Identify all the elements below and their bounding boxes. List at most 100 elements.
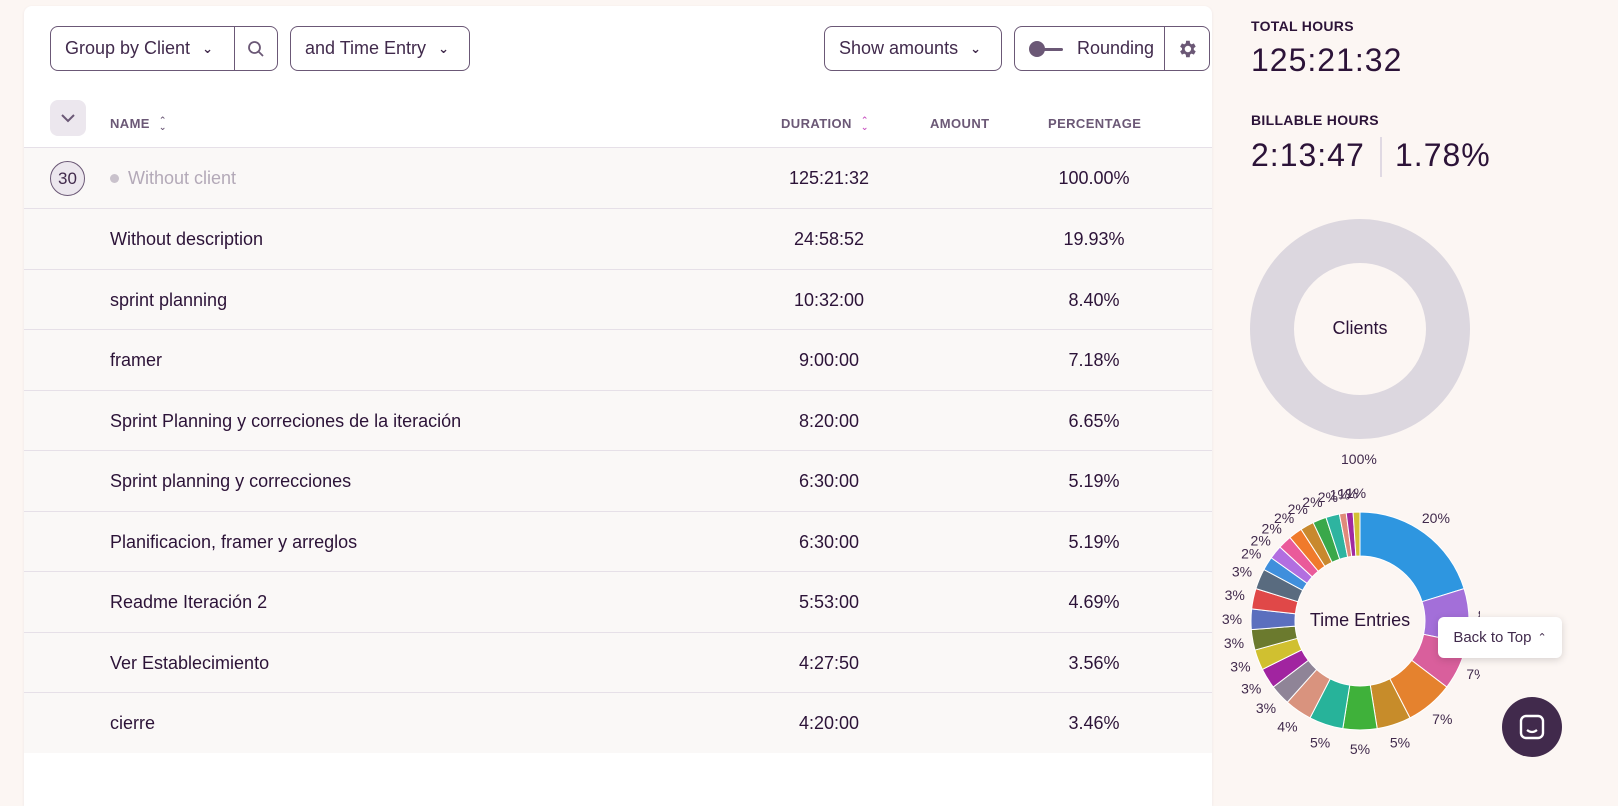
column-header-amount: AMOUNT	[930, 116, 989, 131]
column-header-name-label: NAME	[110, 116, 150, 131]
entry-name: Readme Iteración 2	[110, 592, 268, 612]
entry-percentage: 4.69%	[1068, 592, 1120, 612]
time-entries-slice-label: 3%	[1256, 700, 1276, 716]
time-entries-slice-label: 1%	[1346, 485, 1366, 501]
table-row[interactable]: cierre 4:20:00 3.46%	[24, 692, 1212, 753]
time-entries-slice-label: 8%	[1478, 607, 1480, 623]
clients-slice-label: 100%	[1341, 451, 1377, 467]
entry-name: Without description	[110, 229, 264, 249]
time-entries-donut-slice[interactable]	[1352, 511, 1361, 557]
client-percentage: 100.00%	[1058, 168, 1130, 188]
table-row[interactable]: Without description 24:58:52 19.93%	[24, 208, 1212, 269]
entry-percentage: 3.46%	[1068, 713, 1120, 733]
entry-duration: 4:20:00	[798, 713, 860, 733]
show-amounts-label: Show amounts	[839, 38, 959, 58]
table-row[interactable]: Sprint planning y correcciones 6:30:00 5.1…	[24, 450, 1212, 511]
sort-icon: ⌃ ⌄	[158, 114, 167, 132]
total-hours-value: 125:21:32	[1251, 42, 1403, 78]
entry-name: cierre	[110, 713, 156, 733]
time-entries-slice-label: 2%	[1302, 494, 1322, 510]
clients-chart-title: Clients	[1332, 318, 1387, 338]
table-row[interactable]: Ver Establecimiento 4:27:50 3.56%	[24, 631, 1212, 693]
billable-hours-value: 2:13:47	[1251, 137, 1365, 173]
group-by-label: Group by Client	[65, 38, 191, 58]
entry-duration: 9:00:00	[798, 350, 860, 370]
column-header-name[interactable]: NAME ⌃ ⌄	[110, 114, 167, 132]
table-header: NAME ⌃ ⌄ DURATION ⌃ ⌄ AMOUNT PERCENTAGE	[24, 98, 1212, 153]
client-name-label: Without client	[128, 168, 237, 188]
chevron-down-icon: ⌄	[202, 40, 213, 56]
rounding-settings-button[interactable]	[1165, 27, 1209, 70]
sub-group-label: and Time Entry	[305, 38, 427, 58]
entry-percentage: 8.40%	[1068, 289, 1120, 310]
entry-duration: 24:58:52	[793, 229, 865, 249]
sub-group-dropdown[interactable]: and Time Entry ⌄	[290, 26, 470, 71]
chevron-up-icon: ⌃	[1537, 632, 1547, 644]
time-entries-slice-label: 3%	[1222, 611, 1242, 627]
time-entries-slice-label: 5%	[1350, 741, 1370, 757]
back-to-top-button[interactable]: Back to Top ⌃	[1438, 617, 1562, 658]
entry-percentage: 5.19%	[1068, 531, 1120, 552]
clients-donut-slice[interactable]	[1250, 219, 1470, 439]
chevron-down-icon: ⌄	[970, 40, 981, 56]
time-entries-donut-chart: 20%8%7%7%5%5%5%4%3%3%3%3%3%3%3%2%2%2%2%2…	[1222, 485, 1480, 757]
show-amounts-dropdown[interactable]: Show amounts ⌄	[824, 26, 1002, 71]
gear-icon	[1180, 40, 1196, 57]
chat-launcher-button[interactable]	[1502, 697, 1562, 757]
chevron-down-icon	[61, 114, 75, 123]
time-entries-slice-label: 5%	[1390, 735, 1410, 751]
search-icon	[248, 40, 264, 57]
table-row[interactable]: framer 9:00:00 7.18%	[24, 329, 1212, 390]
column-header-percentage-label: PERCENTAGE	[1048, 116, 1142, 131]
table-row[interactable]: Readme Iteración 2 5:53:00 4.69%	[24, 571, 1212, 632]
table-row[interactable]: Sprint Planning y correciones de la iter…	[24, 389, 1212, 451]
billable-hours-label: BILLABLE HOURS	[1251, 112, 1379, 128]
time-entries-slice-label: 1%	[1338, 486, 1358, 502]
time-entries-slice-label: 20%	[1422, 510, 1450, 526]
time-entries-slice-label: 3%	[1232, 564, 1252, 580]
entry-name: Sprint planning y correcciones	[110, 471, 352, 491]
total-hours-label: TOTAL HOURS	[1251, 18, 1354, 34]
entry-name: Ver Establecimiento	[110, 652, 270, 673]
rounding-control: Rounding	[1014, 26, 1210, 71]
entry-duration: 5:53:00	[798, 592, 860, 612]
time-entries-slice-label: 3%	[1230, 659, 1250, 675]
entry-percentage: 7.18%	[1068, 350, 1120, 370]
time-entries-slice-label: 2%	[1262, 520, 1282, 536]
group-by-dropdown[interactable]: Group by Client ⌄	[51, 27, 235, 70]
sort-icon: ⌃ ⌄	[860, 114, 869, 132]
entry-duration: 8:20:00	[798, 410, 860, 431]
report-card: Group by Client ⌄ and Time Entry ⌄ Show …	[24, 6, 1212, 806]
entry-name: Sprint Planning y correciones de la iter…	[110, 410, 462, 431]
time-entries-slice-label: 7%	[1432, 711, 1452, 727]
time-entries-slice-label: 7%	[1466, 666, 1480, 682]
time-entries-chart-title: Time Entries	[1310, 610, 1410, 630]
time-entries-slice-label: 3%	[1224, 635, 1244, 651]
chevron-down-icon: ⌄	[438, 40, 449, 56]
time-entries-slice-label: 1%	[1330, 487, 1350, 503]
entry-percentage: 5.19%	[1068, 471, 1120, 491]
table-row[interactable]: Planificacion, framer y arreglos 6:30:00 5…	[24, 510, 1212, 572]
entry-name: sprint planning	[110, 289, 228, 310]
time-entries-slice-label: 2%	[1274, 510, 1294, 526]
entry-duration: 4:27:50	[798, 652, 860, 673]
chat-icon	[1519, 714, 1545, 740]
rounding-toggle[interactable]: Rounding	[1015, 27, 1165, 70]
entry-duration: 10:32:00	[793, 289, 865, 310]
column-header-duration[interactable]: DURATION ⌃ ⌄	[781, 114, 869, 132]
entry-percentage: 19.93%	[1063, 229, 1125, 249]
client-group-row[interactable]: 30 Without client 125:21:32 100.00%	[24, 147, 1212, 208]
billable-percentage: 1.78%	[1395, 137, 1491, 173]
search-button[interactable]	[235, 27, 277, 70]
collapse-all-button[interactable]	[50, 100, 86, 136]
rounding-label: Rounding	[1077, 38, 1155, 58]
time-entries-slice-label: 4%	[1277, 718, 1297, 734]
toggle-switch[interactable]	[1029, 40, 1063, 57]
table-row[interactable]: sprint planning 10:32:00 8.40%	[24, 268, 1212, 330]
time-entries-slice-label: 3%	[1241, 680, 1261, 696]
time-entries-slice-label: 3%	[1225, 587, 1245, 603]
entry-percentage: 6.65%	[1068, 410, 1120, 431]
column-header-amount-label: AMOUNT	[930, 116, 990, 131]
time-entries-slice-label: 2%	[1318, 489, 1338, 505]
entry-duration: 6:30:00	[798, 471, 860, 491]
